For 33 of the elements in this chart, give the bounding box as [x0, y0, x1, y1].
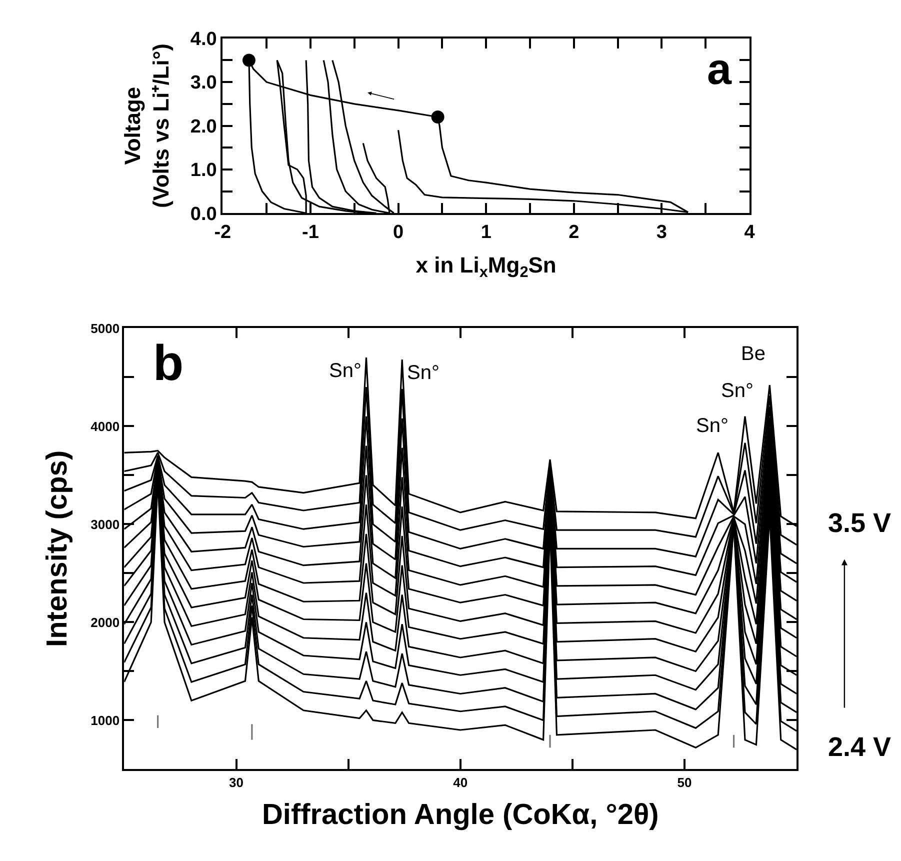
x-tick-label: 0 [392, 222, 404, 243]
x-tick-label: -2 [214, 222, 232, 243]
y-tick-label: 1.0 [190, 160, 217, 182]
x-tick-label: 40 [453, 774, 468, 790]
y-tick-label: 2.0 [190, 116, 217, 138]
y-tick-label: 1000 [90, 712, 120, 728]
y-axis-title: Intensity (cps) [42, 450, 74, 647]
y-tick-label: 5000 [90, 320, 120, 336]
x-axis-title: x in Li$_{x}$Mg$_{2}$Sn [416, 252, 556, 281]
x-tick-label: 4 [744, 222, 756, 243]
text: 3.5 V [828, 508, 892, 538]
y-tick-label: 3000 [90, 516, 120, 532]
y-tick-label: 2000 [90, 614, 120, 630]
annotation: Sn° [696, 415, 728, 437]
x-tick-label: 3 [656, 222, 668, 243]
x-tick-label: 30 [229, 774, 244, 790]
annotation: Sn° [407, 362, 440, 384]
y-tick-label: 0.0 [190, 204, 217, 225]
x-tick-label: -1 [302, 222, 320, 243]
x-tick-label: 1 [480, 222, 492, 243]
y-tick-label: 4.0 [190, 29, 217, 50]
annotation: Be [741, 343, 766, 365]
x-tick-label: 2 [568, 222, 580, 243]
text: 2.4 V [828, 732, 892, 762]
annotation: Sn° [721, 380, 754, 402]
x-tick-label: 50 [677, 774, 692, 790]
annotation: b [153, 335, 184, 391]
y-axis-title: Voltage (Volts vs Li⁺/Li°) [120, 44, 174, 208]
y-tick-label: 3.0 [190, 72, 217, 94]
y-tick-label: 4000 [90, 418, 120, 434]
x-axis-title: Diffraction Angle (CoKα, °2θ) [262, 799, 659, 832]
annotation: Sn° [329, 360, 362, 382]
annotation: a [707, 45, 732, 94]
